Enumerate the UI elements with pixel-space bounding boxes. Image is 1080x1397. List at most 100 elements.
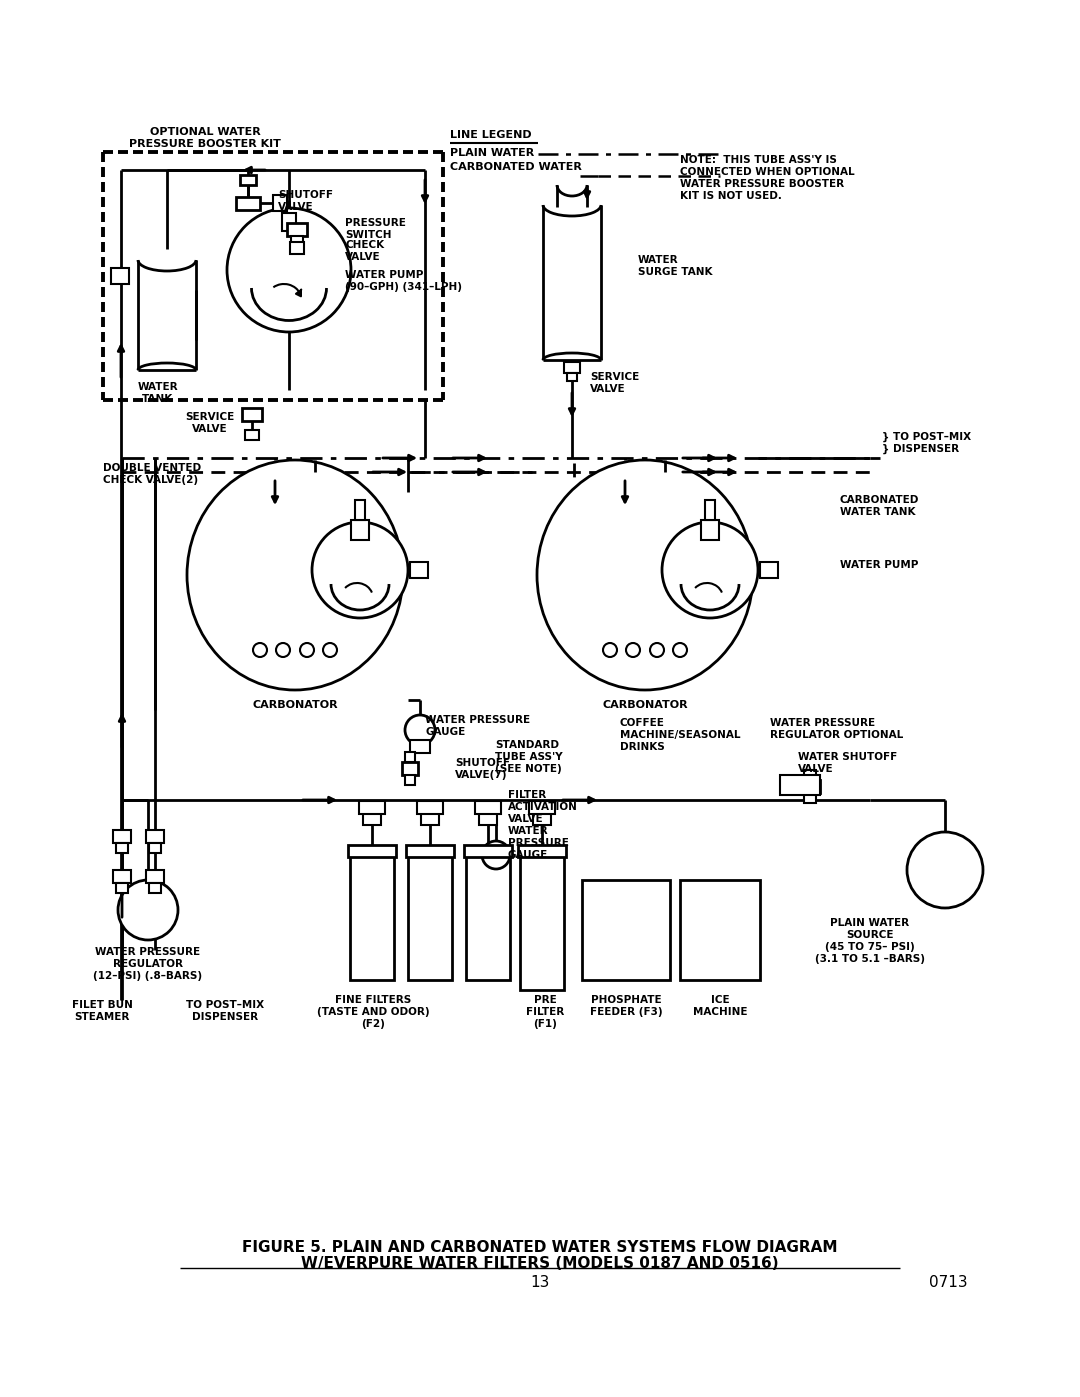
Bar [111, 268, 129, 284]
Text: CARBONATOR: CARBONATOR [253, 700, 338, 710]
Bar [291, 242, 303, 254]
Text: REGULATOR: REGULATOR [113, 958, 183, 970]
Bar [804, 793, 816, 803]
Text: (12–PSI) (.8–BARS): (12–PSI) (.8–BARS) [94, 971, 203, 981]
Text: SOURCE: SOURCE [847, 930, 894, 940]
Bar [421, 813, 438, 826]
Circle shape [907, 833, 983, 908]
Circle shape [662, 522, 758, 617]
Circle shape [323, 643, 337, 657]
Circle shape [300, 643, 314, 657]
Text: WATER PRESSURE: WATER PRESSURE [770, 718, 875, 728]
Bar [245, 430, 259, 440]
Bar [800, 780, 820, 793]
Text: PLAIN WATER: PLAIN WATER [831, 918, 909, 928]
Text: } DISPENSER: } DISPENSER [882, 444, 959, 454]
Text: FIGURE 5. PLAIN AND CARBONATED WATER SYSTEMS FLOW DIAGRAM: FIGURE 5. PLAIN AND CARBONATED WATER SYS… [242, 1241, 838, 1255]
Text: PRESSURE BOOSTER KIT: PRESSURE BOOSTER KIT [130, 138, 281, 149]
Text: ICE: ICE [711, 995, 729, 1004]
Circle shape [312, 522, 408, 617]
Text: LINE LEGEND: LINE LEGEND [450, 130, 531, 140]
Text: (90–GPH) (341–LPH): (90–GPH) (341–LPH) [345, 282, 462, 292]
Bar [705, 500, 715, 520]
Text: NOTE:  THIS TUBE ASS'Y IS: NOTE: THIS TUBE ASS'Y IS [680, 155, 837, 165]
Bar [405, 752, 415, 761]
Text: DRINKS: DRINKS [620, 742, 665, 752]
Bar [519, 855, 564, 990]
Bar [465, 855, 510, 981]
Circle shape [603, 643, 617, 657]
Bar [116, 842, 129, 854]
Bar [282, 212, 296, 231]
Circle shape [650, 643, 664, 657]
Text: SERVICE: SERVICE [186, 412, 234, 422]
Circle shape [253, 643, 267, 657]
Bar [242, 408, 262, 420]
Bar [405, 775, 415, 785]
Circle shape [227, 208, 351, 332]
Text: PRE: PRE [534, 995, 556, 1004]
Text: (45 TO 75– PSI): (45 TO 75– PSI) [825, 942, 915, 951]
Text: VALVE: VALVE [798, 764, 834, 774]
Text: COFFEE: COFFEE [620, 718, 665, 728]
Text: CONNECTED WHEN OPTIONAL: CONNECTED WHEN OPTIONAL [680, 168, 854, 177]
Bar [149, 842, 161, 854]
Bar [780, 775, 820, 795]
Bar [564, 362, 580, 373]
Bar [760, 562, 778, 578]
Text: WATER PRESSURE: WATER PRESSURE [426, 715, 530, 725]
Bar [363, 813, 381, 826]
Ellipse shape [187, 460, 403, 690]
Text: PRESSURE: PRESSURE [345, 218, 406, 228]
Text: DISPENSER: DISPENSER [192, 1011, 258, 1023]
Text: WATER: WATER [137, 381, 178, 393]
Text: FILET BUN: FILET BUN [71, 1000, 133, 1010]
Text: PLAIN WATER: PLAIN WATER [450, 148, 535, 158]
Bar [350, 855, 394, 981]
Bar [237, 197, 260, 210]
Bar [529, 800, 555, 814]
Bar [567, 373, 577, 381]
Text: 0713: 0713 [930, 1275, 968, 1289]
Text: CARBONATED WATER: CARBONATED WATER [450, 162, 582, 172]
Bar [287, 224, 307, 236]
Text: SHUTOFF: SHUTOFF [455, 759, 510, 768]
Text: FEEDER (F3): FEEDER (F3) [590, 1007, 662, 1017]
Circle shape [118, 880, 178, 940]
Text: FILTER: FILTER [526, 1007, 564, 1017]
Text: SURGE TANK: SURGE TANK [638, 267, 713, 277]
Text: PRESSURE: PRESSURE [508, 838, 569, 848]
Bar [355, 500, 365, 520]
Text: SHUTOFF: SHUTOFF [278, 190, 333, 200]
Circle shape [405, 715, 435, 745]
Bar [582, 880, 670, 981]
Text: CHECK: CHECK [345, 240, 384, 250]
Bar [113, 870, 131, 883]
Bar [240, 175, 256, 184]
Bar [291, 236, 303, 246]
Text: ACTIVATION: ACTIVATION [508, 802, 578, 812]
Text: TANK: TANK [143, 394, 174, 404]
Bar [359, 800, 384, 814]
Text: CARBONATED: CARBONATED [840, 495, 919, 504]
Text: PHOSPHATE: PHOSPHATE [591, 995, 661, 1004]
Text: KIT IS NOT USED.: KIT IS NOT USED. [680, 191, 782, 201]
Text: TO POST–MIX: TO POST–MIX [186, 1000, 265, 1010]
Text: STANDARD: STANDARD [495, 740, 559, 750]
Bar [408, 855, 453, 981]
Text: FINE FILTERS: FINE FILTERS [335, 995, 411, 1004]
Bar [410, 740, 430, 753]
Bar [680, 880, 760, 981]
Text: (F2): (F2) [361, 1018, 384, 1030]
Circle shape [482, 841, 510, 869]
Text: WATER: WATER [508, 826, 549, 835]
Text: VALVE: VALVE [590, 384, 625, 394]
Text: WATER: WATER [638, 256, 678, 265]
Text: FILTER: FILTER [508, 789, 546, 800]
Text: (3.1 TO 5.1 –BARS): (3.1 TO 5.1 –BARS) [815, 954, 924, 964]
Text: } TO POST–MIX: } TO POST–MIX [882, 432, 971, 443]
Text: OPTIONAL WATER: OPTIONAL WATER [150, 127, 260, 137]
Text: WATER PUMP: WATER PUMP [345, 270, 423, 279]
Text: VALVE: VALVE [278, 203, 313, 212]
Text: WATER SHUTOFF: WATER SHUTOFF [798, 752, 897, 761]
